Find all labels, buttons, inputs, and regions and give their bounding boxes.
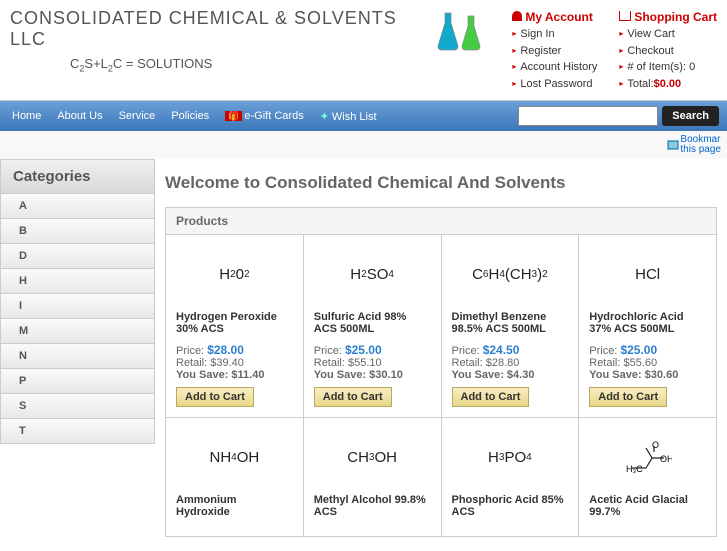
category-item[interactable]: M (0, 319, 155, 344)
product-formula: CH3OH (314, 428, 431, 486)
category-item[interactable]: B (0, 219, 155, 244)
product-name[interactable]: Methyl Alcohol 99.8% ACS (314, 494, 431, 520)
account-links: ▸Sign In▸Register▸Account History▸Lost P… (512, 26, 607, 92)
product-card: H₃C OHO Acetic Acid Glacial 99.7% (579, 418, 717, 537)
star-icon: ✦ (320, 111, 329, 123)
retail-line: Retail: $55.60 (589, 357, 706, 369)
product-name[interactable]: Sulfuric Acid 98% ACS 500ML (314, 311, 431, 337)
svg-text:OH: OH (660, 454, 672, 464)
category-item[interactable]: A (0, 194, 155, 219)
save-line: You Save: $30.10 (314, 369, 431, 381)
cart-total-line: ▸Total: $0.00 (619, 76, 717, 93)
retail-line: Retail: $39.40 (176, 357, 293, 369)
page-title: Welcome to Consolidated Chemical And Sol… (165, 173, 717, 193)
product-card: HCl Hydrochloric Acid 37% ACS 500ML Pric… (579, 235, 717, 418)
product-formula: NH4OH (176, 428, 293, 486)
categories-heading: Categories (0, 159, 155, 194)
cart-col: Shopping Cart ▸View Cart▸Checkout ▸# of … (619, 8, 717, 92)
product-card: H2SO4 Sulfuric Acid 98% ACS 500ML Price:… (304, 235, 442, 418)
product-grid: H202 Hydrogen Peroxide 30% ACS Price: $2… (165, 235, 717, 537)
category-item[interactable]: H (0, 269, 155, 294)
product-formula: H₃C OHO (589, 428, 706, 486)
main: Categories ABDHIMNPST Welcome to Consoli… (0, 159, 727, 551)
product-name[interactable]: Hydrogen Peroxide 30% ACS (176, 311, 293, 337)
header-link[interactable]: ▸Register (512, 43, 607, 60)
search-wrap: Search (518, 106, 723, 126)
products-heading: Products (165, 207, 717, 235)
add-to-cart-button[interactable]: Add to Cart (589, 387, 667, 407)
svg-text:O: O (652, 440, 659, 450)
category-item[interactable]: I (0, 294, 155, 319)
search-input[interactable] (518, 106, 658, 126)
sidebar: Categories ABDHIMNPST (0, 159, 155, 551)
header-link[interactable]: ▸View Cart (619, 26, 717, 43)
product-card: H3PO4 Phosphoric Acid 85% ACS (442, 418, 580, 537)
gift-icon: 🎁 (225, 111, 242, 121)
nav-item[interactable]: About Us (49, 110, 110, 122)
product-name[interactable]: Acetic Acid Glacial 99.7% (589, 494, 706, 520)
my-account-title: My Account (512, 8, 607, 26)
my-account-col: My Account ▸Sign In▸Register▸Account His… (512, 8, 607, 92)
nav-bar: HomeAbout UsServicePolicies 🎁e-Gift Card… (0, 101, 727, 131)
cart-icon (619, 11, 631, 21)
price-line: Price: $24.50 (452, 343, 569, 357)
product-formula: C6H4(CH3)2 (452, 245, 569, 303)
add-to-cart-button[interactable]: Add to Cart (314, 387, 392, 407)
header-link[interactable]: ▸Checkout (619, 43, 717, 60)
category-item[interactable]: N (0, 344, 155, 369)
product-name[interactable]: Hydrochloric Acid 37% ACS 500ML (589, 311, 706, 337)
header-link[interactable]: ▸Account History (512, 59, 607, 76)
add-to-cart-button[interactable]: Add to Cart (176, 387, 254, 407)
header: CONSOLIDATED CHEMICAL & SOLVENTS LLC C2S… (0, 0, 727, 101)
person-icon (512, 11, 522, 21)
product-name[interactable]: Dimethyl Benzene 98.5% ACS 500ML (452, 311, 569, 337)
category-item[interactable]: T (0, 419, 155, 444)
content: Welcome to Consolidated Chemical And Sol… (155, 159, 727, 551)
price-line: Price: $25.00 (589, 343, 706, 357)
product-formula: H2SO4 (314, 245, 431, 303)
category-item[interactable]: S (0, 394, 155, 419)
product-card: CH3OH Methyl Alcohol 99.8% ACS (304, 418, 442, 537)
logo-formula: C2S+L2C = SOLUTIONS (70, 56, 420, 74)
cart-links: ▸View Cart▸Checkout (619, 26, 717, 59)
svg-text:H₃C: H₃C (626, 464, 643, 474)
save-line: You Save: $11.40 (176, 369, 293, 381)
nav-item[interactable]: Policies (163, 110, 217, 122)
nav-gift-cards[interactable]: 🎁e-Gift Cards (217, 110, 312, 122)
add-to-cart-button[interactable]: Add to Cart (452, 387, 530, 407)
nav-wish-list[interactable]: ✦Wish List (312, 110, 385, 123)
nav-item[interactable]: Service (111, 110, 164, 122)
category-item[interactable]: P (0, 369, 155, 394)
cart-title: Shopping Cart (619, 8, 717, 26)
product-formula: HCl (589, 245, 706, 303)
price-line: Price: $25.00 (314, 343, 431, 357)
product-name[interactable]: Ammonium Hydroxide (176, 494, 293, 520)
header-link[interactable]: ▸Lost Password (512, 76, 607, 93)
product-name[interactable]: Phosphoric Acid 85% ACS (452, 494, 569, 520)
bookmark-bar: Bookmar this page (0, 131, 727, 159)
save-line: You Save: $4.30 (452, 369, 569, 381)
product-formula: H202 (176, 245, 293, 303)
product-card: C6H4(CH3)2 Dimethyl Benzene 98.5% ACS 50… (442, 235, 580, 418)
nav-item[interactable]: Home (4, 110, 49, 122)
logo: CONSOLIDATED CHEMICAL & SOLVENTS LLC C2S… (10, 8, 420, 74)
retail-line: Retail: $55.10 (314, 357, 431, 369)
price-line: Price: $28.00 (176, 343, 293, 357)
retail-line: Retail: $28.80 (452, 357, 569, 369)
bookmark-link[interactable]: Bookmar this page (666, 135, 721, 155)
product-formula: H3PO4 (452, 428, 569, 486)
product-card: H202 Hydrogen Peroxide 30% ACS Price: $2… (166, 235, 304, 418)
flask-icon (430, 8, 490, 53)
logo-title: CONSOLIDATED CHEMICAL & SOLVENTS LLC (10, 8, 420, 50)
category-item[interactable]: D (0, 244, 155, 269)
header-link[interactable]: ▸Sign In (512, 26, 607, 43)
cart-items-count: ▸# of Item(s): 0 (619, 59, 717, 76)
search-button[interactable]: Search (662, 106, 719, 126)
bookmark-icon (666, 138, 680, 152)
save-line: You Save: $30.60 (589, 369, 706, 381)
product-card: NH4OH Ammonium Hydroxide (166, 418, 304, 537)
category-list: ABDHIMNPST (0, 194, 155, 444)
